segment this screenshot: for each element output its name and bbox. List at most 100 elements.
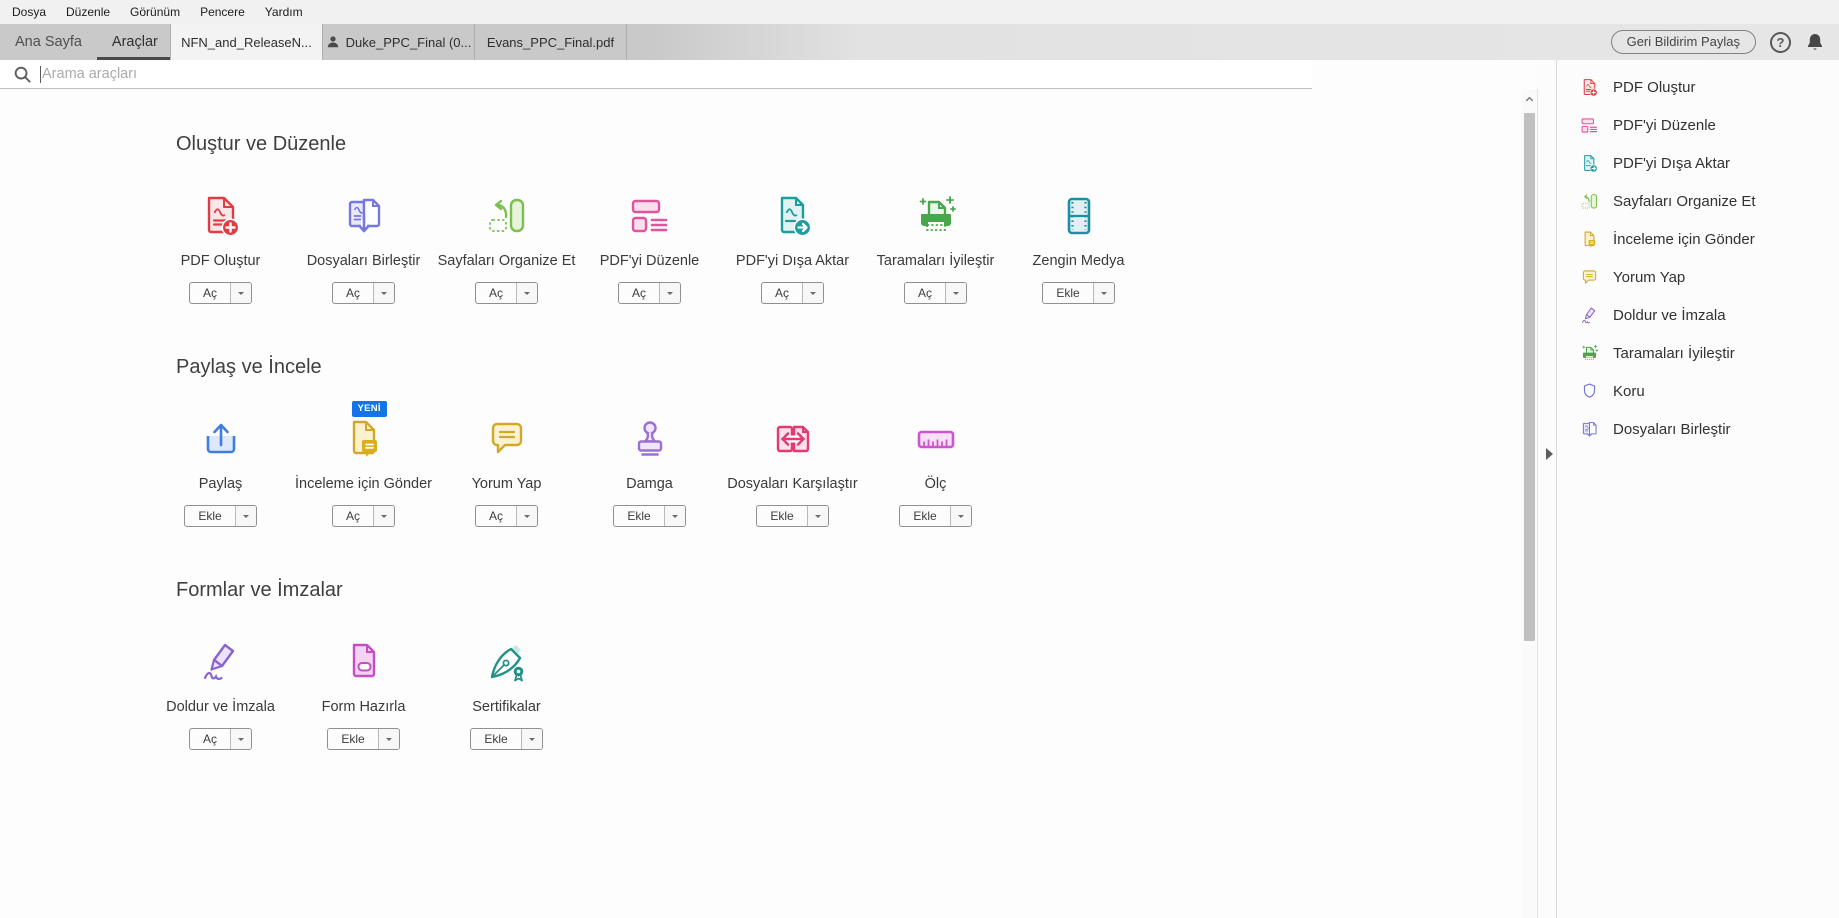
tool-action-button[interactable]: Ekle [470,728,543,750]
dropdown-arrow[interactable] [516,283,537,303]
tool-action-button[interactable]: Aç [331,505,395,527]
tool-label: Sayfaları Organize Et [437,253,576,269]
sidebar-item-organize-pages[interactable]: Sayfaları Organize Et [1557,182,1839,220]
sidebar-item-comment[interactable]: Yorum Yap [1557,258,1839,296]
tool-card-share[interactable]: Paylaş Ekle [149,415,292,527]
tool-label: Yorum Yap [471,476,542,492]
sidebar-item-enhance-scans[interactable]: Taramaları İyileştir [1557,334,1839,372]
measure-icon[interactable] [912,415,960,463]
tool-action-button[interactable]: Aç [474,282,538,304]
combine-files-icon[interactable] [340,192,388,240]
tool-action-button[interactable]: Aç [760,282,824,304]
dropdown-arrow[interactable] [373,506,394,526]
tool-action-button[interactable]: Aç [903,282,967,304]
tool-card-measure[interactable]: Ölç Ekle [864,415,1007,527]
sidebar-item-create-pdf[interactable]: PDF Oluştur [1557,68,1839,106]
tool-action-button[interactable]: Ekle [899,505,972,527]
organize-pages-icon[interactable] [483,192,531,240]
tool-label: Dosyaları Birleştir [306,253,421,269]
rich-media-icon[interactable] [1055,192,1103,240]
tool-action-button[interactable]: Ekle [184,505,257,527]
sidebar-item-combine-files[interactable]: Dosyaları Birleştir [1557,410,1839,448]
tool-action-button[interactable]: Aç [188,282,252,304]
dropdown-arrow[interactable] [520,729,542,749]
tool-card-rich-media[interactable]: Zengin Medya Ekle [1007,192,1150,304]
certificates-icon[interactable] [483,638,531,686]
tool-card-export-pdf[interactable]: PDF'yi Dışa Aktar Aç [721,192,864,304]
dropdown-arrow[interactable] [659,283,680,303]
menu-gorunum[interactable]: Görünüm [130,5,181,19]
tool-action-button[interactable]: Aç [617,282,681,304]
create-pdf-icon [1579,77,1600,98]
sidebar-item-fill-sign[interactable]: Doldur ve İmzala [1557,296,1839,334]
share-icon[interactable] [197,415,245,463]
comment-icon[interactable] [483,415,531,463]
dropdown-arrow[interactable] [230,729,251,749]
tool-action-button[interactable]: Ekle [613,505,686,527]
compare-files-icon[interactable] [769,415,817,463]
tool-action-button[interactable]: Aç [188,728,252,750]
tab-tools[interactable]: Araçlar [96,24,173,60]
prepare-form-icon[interactable] [340,638,388,686]
tool-action-button[interactable]: Ekle [327,728,400,750]
sidebar-item-export-pdf[interactable]: PDF'yi Dışa Aktar [1557,144,1839,182]
help-icon[interactable]: ? [1770,31,1791,53]
scrollbar-thumb[interactable] [1524,113,1535,641]
tool-card-combine-files[interactable]: Dosyaları Birleştir Aç [292,192,435,304]
menu-yardim[interactable]: Yardım [264,5,303,19]
tool-action-button[interactable]: Ekle [1042,282,1115,304]
notifications-bell-icon[interactable] [1805,32,1825,52]
dropdown-arrow[interactable] [377,729,399,749]
tool-card-edit-pdf[interactable]: PDF'yi Düzenle Aç [578,192,721,304]
create-pdf-icon[interactable] [197,192,245,240]
doc-tab-evans[interactable]: Evans_PPC_Final.pdf [475,24,627,60]
tool-card-organize-pages[interactable]: Sayfaları Organize Et Aç [435,192,578,304]
dropdown-arrow[interactable] [802,283,823,303]
tool-card-send-for-review[interactable]: YENİ İnceleme için Gönder Aç [292,401,435,527]
dropdown-arrow[interactable] [1092,283,1114,303]
dropdown-arrow[interactable] [945,283,966,303]
sidebar-collapse-handle[interactable] [1543,447,1557,461]
tool-card-certificates[interactable]: Sertifikalar Ekle [435,638,578,750]
dropdown-arrow[interactable] [663,506,685,526]
dropdown-arrow[interactable] [806,506,828,526]
enhance-scans-icon[interactable] [912,192,960,240]
sidebar-item-protect[interactable]: Koru [1557,372,1839,410]
search-input[interactable] [42,66,1312,82]
fill-sign-icon[interactable] [197,638,245,686]
share-feedback-button[interactable]: Geri Bildirim Paylaş [1610,30,1756,54]
new-badge: YENİ [351,401,387,417]
export-pdf-icon[interactable] [769,192,817,240]
dropdown-arrow[interactable] [230,283,251,303]
doc-tab-duke[interactable]: Duke_PPC_Final (0... [323,24,475,60]
tool-card-fill-sign[interactable]: Doldur ve İmzala Aç [149,638,292,750]
dropdown-arrow[interactable] [516,506,537,526]
menu-duzenle[interactable]: Düzenle [66,5,111,19]
tool-card-comment[interactable]: Yorum Yap Aç [435,415,578,527]
dropdown-arrow[interactable] [373,283,394,303]
send-for-review-icon[interactable] [340,415,388,463]
sidebar-item-label: PDF'yi Düzenle [1613,116,1716,134]
edit-pdf-icon[interactable] [626,192,674,240]
tool-card-prepare-form[interactable]: Form Hazırla Ekle [292,638,435,750]
sidebar-item-edit-pdf[interactable]: PDF'yi Düzenle [1557,106,1839,144]
sidebar-item-label: Doldur ve İmzala [1613,306,1726,324]
tool-card-compare-files[interactable]: Dosyaları Karşılaştır Ekle [721,415,864,527]
tab-home[interactable]: Ana Sayfa [15,34,82,50]
doc-tab-nfn[interactable]: NFN_and_ReleaseN... [171,24,323,60]
tool-card-stamp[interactable]: Damga Ekle [578,415,721,527]
scroll-up-button[interactable] [1521,91,1538,107]
menu-dosya[interactable]: Dosya [12,5,47,19]
menu-pencere[interactable]: Pencere [200,5,245,19]
vertical-scrollbar[interactable] [1521,89,1538,918]
dropdown-arrow[interactable] [949,506,971,526]
tool-action-button[interactable]: Aç [474,505,538,527]
tool-card-enhance-scans[interactable]: Taramaları İyileştir Aç [864,192,1007,304]
tool-card-create-pdf[interactable]: PDF Oluştur Aç [149,192,292,304]
tool-action-button[interactable]: Ekle [756,505,829,527]
stamp-icon[interactable] [626,415,674,463]
tool-action-button[interactable]: Aç [331,282,395,304]
shared-user-icon [326,35,340,49]
sidebar-item-send-for-review[interactable]: İnceleme için Gönder [1557,220,1839,258]
dropdown-arrow[interactable] [234,506,256,526]
